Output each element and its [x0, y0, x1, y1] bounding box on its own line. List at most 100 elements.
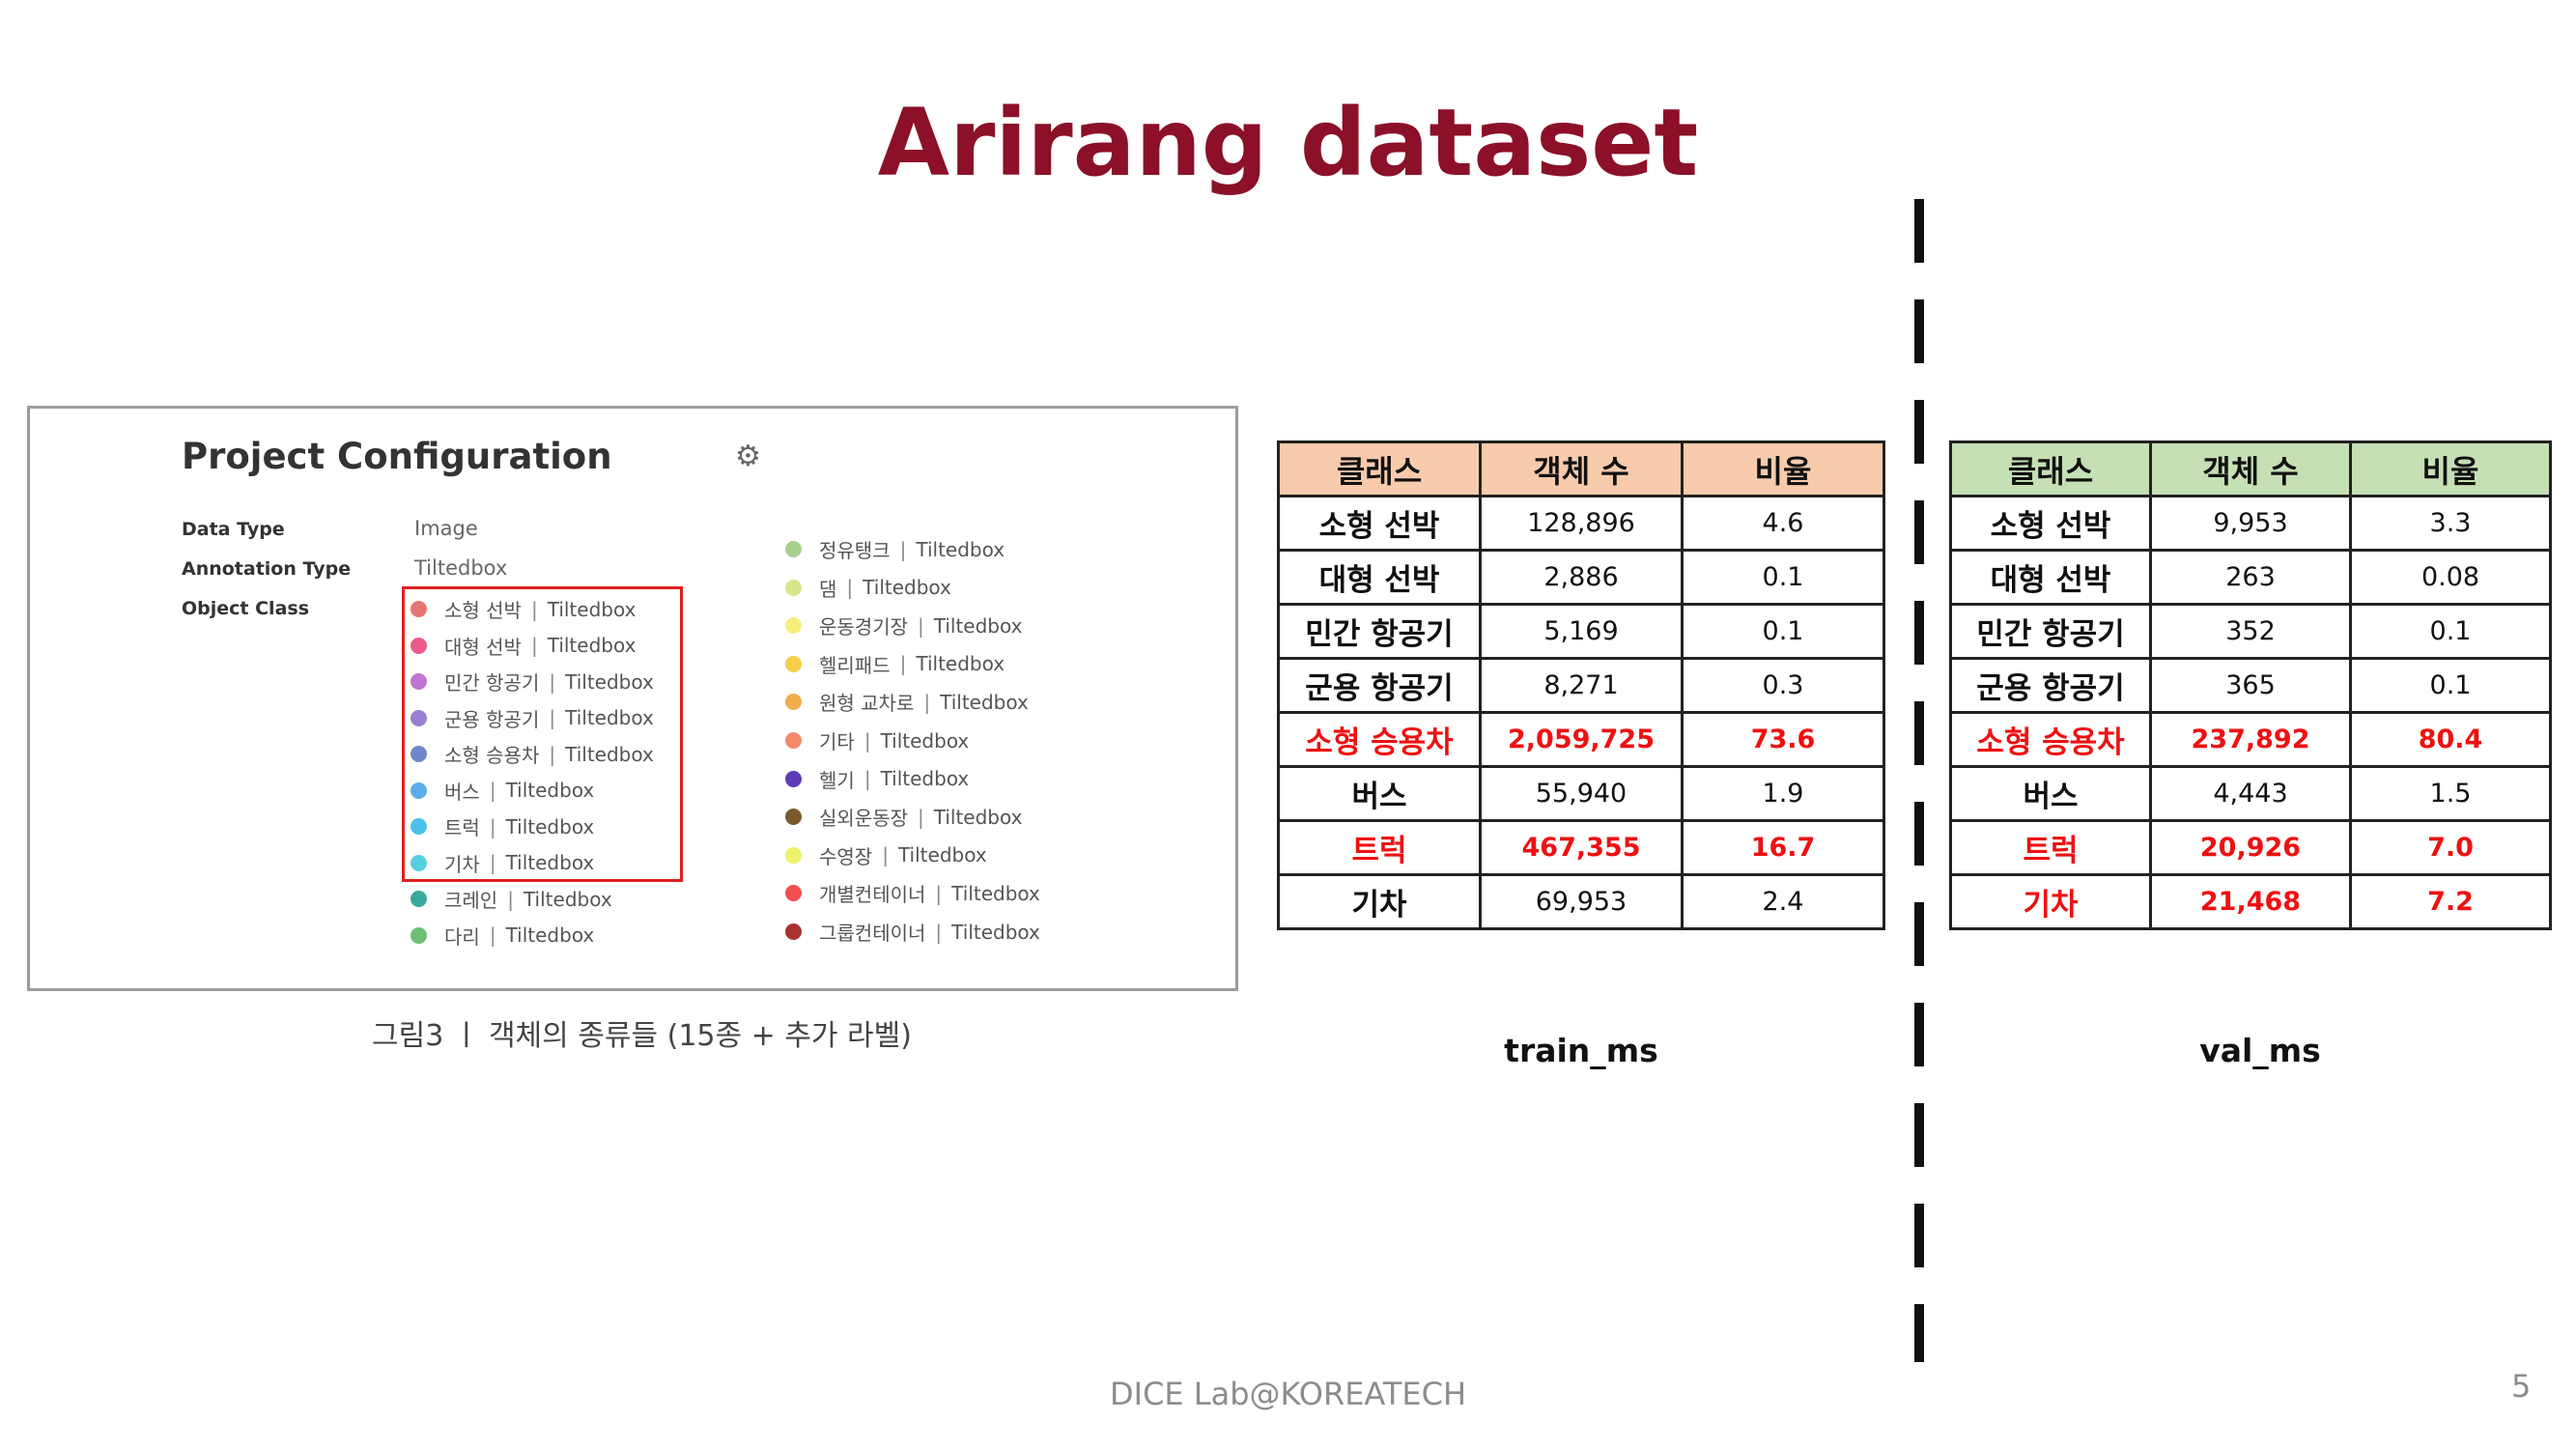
train-table-label: train_ms	[1504, 1032, 1658, 1069]
separator: |	[935, 920, 943, 944]
color-dot-icon	[410, 673, 427, 690]
class-item: 기타 | Tiltedbox	[785, 726, 969, 754]
column-header: 비율	[1681, 440, 1885, 497]
ratio-cell: 0.1	[1681, 549, 1885, 606]
table-row: 소형 승용차 2,059,725 73.6	[1277, 711, 1885, 768]
class-cell: 소형 승용차	[1277, 711, 1482, 768]
count-cell: 2,059,725	[1479, 711, 1684, 768]
class-item: 기차 | Tiltedbox	[410, 849, 594, 877]
separator: |	[489, 779, 496, 802]
separator: |	[507, 887, 514, 911]
color-dot-icon	[785, 770, 802, 787]
table-header-row: 클래스 객체 수 비율	[1949, 440, 2552, 497]
table-row: 소형 선박 128,896 4.6	[1277, 495, 1885, 552]
ratio-cell: 3.3	[2349, 495, 2552, 552]
class-item: 트럭 | Tiltedbox	[410, 812, 594, 840]
separator: |	[923, 690, 931, 714]
class-item: 헬리패드 | Tiltedbox	[785, 650, 1005, 678]
table-row: 소형 선박 9,953 3.3	[1949, 495, 2552, 552]
table-row: 대형 선박 263 0.08	[1949, 549, 2552, 606]
class-cell: 군용 항공기	[1277, 657, 1482, 714]
column-header: 클래스	[1949, 440, 2152, 497]
class-cell: 대형 선박	[1949, 549, 2152, 606]
table-row: 기차 69,953 2.4	[1277, 873, 1885, 930]
class-type: Tiltedbox	[547, 597, 637, 621]
class-name: 그룹컨테이너	[819, 922, 926, 945]
count-cell: 5,169	[1479, 603, 1684, 660]
table-row: 소형 승용차 237,892 80.4	[1949, 711, 2552, 768]
class-type: Tiltedbox	[505, 923, 595, 947]
class-cell: 트럭	[1949, 819, 2152, 876]
class-item: 개별컨테이너 | Tiltedbox	[785, 879, 1040, 907]
class-type: Tiltedbox	[916, 652, 1005, 676]
gear-icon[interactable]: ⚙	[735, 440, 761, 473]
class-type: Tiltedbox	[933, 613, 1023, 638]
ratio-cell: 0.1	[2349, 603, 2552, 660]
ratio-cell: 16.7	[1681, 819, 1885, 876]
footer: DICE Lab@KOREATECH	[1109, 1376, 1466, 1412]
ratio-cell: 7.0	[2349, 819, 2552, 876]
page-number: 5	[2511, 1368, 2532, 1405]
count-cell: 467,355	[1479, 819, 1684, 876]
color-dot-icon	[785, 846, 802, 864]
val-table: 클래스 객체 수 비율 소형 선박 9,953 3.3 대형 선박 263 0.08 민간 항공…	[1949, 440, 2552, 930]
class-name: 운동경기장	[819, 615, 908, 639]
class-type: Tiltedbox	[565, 669, 654, 694]
data-type-label: Data Type	[182, 519, 285, 540]
class-type: Tiltedbox	[880, 767, 970, 791]
class-name: 댐	[819, 577, 837, 601]
class-item: 헬기 | Tiltedbox	[785, 765, 969, 793]
class-name: 정유탱크	[819, 539, 891, 562]
class-item: 버스 | Tiltedbox	[410, 777, 594, 805]
class-type: Tiltedbox	[951, 881, 1040, 905]
dashed-divider	[1914, 199, 1924, 1362]
color-dot-icon	[785, 541, 802, 557]
class-item: 실외운동장 | Tiltedbox	[785, 803, 1022, 831]
separator: |	[863, 767, 871, 791]
color-dot-icon	[410, 746, 427, 762]
class-name: 소형 선박	[444, 599, 522, 622]
count-cell: 263	[2149, 549, 2352, 606]
count-cell: 128,896	[1479, 495, 1684, 552]
separator: |	[549, 742, 556, 766]
class-item: 대형 선박 | Tiltedbox	[410, 632, 636, 660]
class-name: 헬기	[819, 768, 855, 792]
count-cell: 9,953	[2149, 495, 2352, 552]
color-dot-icon	[785, 809, 802, 826]
table-row: 트럭 20,926 7.0	[1949, 819, 2552, 876]
annotation-type-label: Annotation Type	[182, 558, 352, 580]
class-item: 다리 | Tiltedbox	[410, 922, 594, 950]
class-cell: 민간 항공기	[1277, 603, 1482, 660]
class-name: 크레인	[444, 889, 498, 912]
class-name: 버스	[444, 780, 480, 804]
color-dot-icon	[785, 655, 802, 672]
color-dot-icon	[785, 732, 802, 749]
table-row: 대형 선박 2,886 0.1	[1277, 549, 1885, 606]
count-cell: 55,940	[1479, 765, 1684, 822]
class-name: 트럭	[444, 816, 480, 839]
class-type: Tiltedbox	[933, 805, 1023, 829]
class-item: 소형 선박 | Tiltedbox	[410, 595, 636, 623]
highlight-box	[402, 586, 683, 882]
class-type: Tiltedbox	[897, 843, 987, 867]
table-row: 트럭 467,355 16.7	[1277, 819, 1885, 876]
column-header: 객체 수	[2149, 440, 2352, 497]
count-cell: 21,468	[2149, 873, 2352, 930]
class-type: Tiltedbox	[505, 814, 595, 838]
count-cell: 8,271	[1479, 657, 1684, 714]
count-cell: 4,443	[2149, 765, 2352, 822]
class-item: 군용 항공기 | Tiltedbox	[410, 704, 654, 732]
color-dot-icon	[785, 579, 802, 596]
column-header: 클래스	[1277, 440, 1482, 497]
separator: |	[549, 669, 556, 694]
data-type-value: Image	[414, 517, 478, 540]
table-row: 버스 4,443 1.5	[1949, 765, 2552, 822]
ratio-cell: 7.2	[2349, 873, 2552, 930]
color-dot-icon	[410, 926, 427, 944]
project-configuration-panel: Project Configuration ⚙ Data Type Image …	[27, 406, 1238, 991]
separator: |	[899, 537, 907, 561]
separator: |	[549, 706, 556, 729]
color-dot-icon	[785, 923, 802, 940]
ratio-cell: 0.08	[2349, 549, 2552, 606]
class-type: Tiltedbox	[505, 851, 595, 874]
